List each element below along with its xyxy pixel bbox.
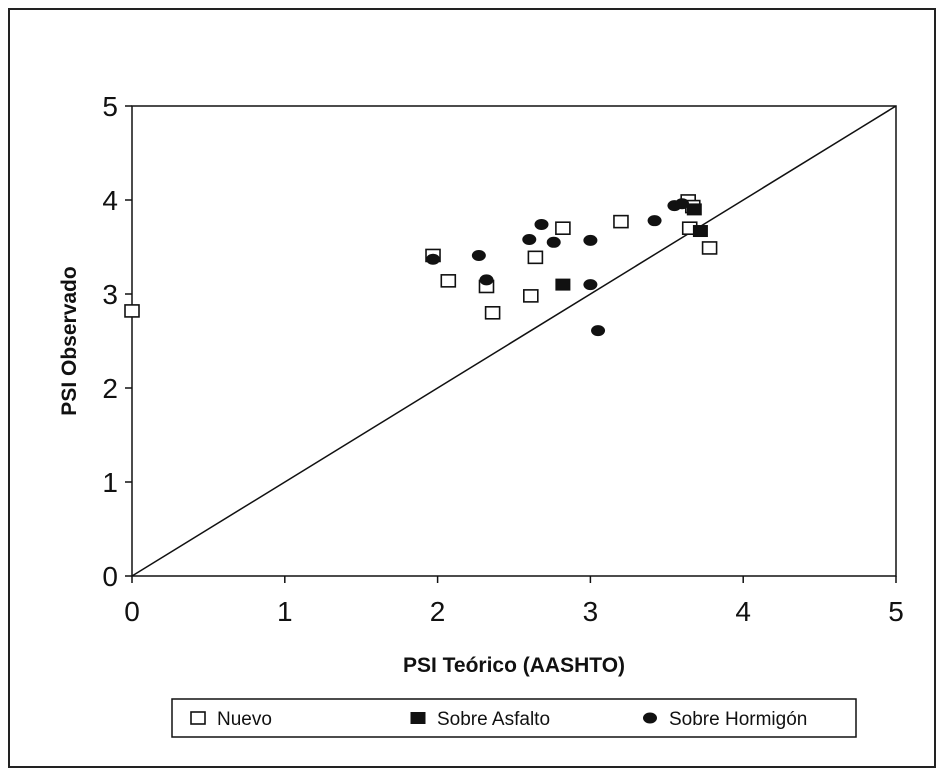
y-axis-title: PSI Observado — [58, 266, 81, 415]
x-tick-label: 0 — [124, 596, 140, 627]
y-tick-label: 2 — [102, 373, 118, 404]
data-point — [124, 304, 140, 318]
legend-items: Nuevo Sobre Asfalto Sobre Hormigón — [190, 709, 807, 730]
data-point — [479, 274, 494, 286]
data-point — [555, 278, 571, 291]
reference-line-group — [131, 105, 897, 577]
x-axis-title: PSI Teórico (AASHTO) — [403, 654, 625, 677]
legend-item: Nuevo — [190, 709, 272, 730]
x-tick-label: 5 — [888, 596, 904, 627]
y-tick-label: 1 — [102, 467, 118, 498]
x-tick-label: 2 — [430, 596, 446, 627]
data-point — [692, 225, 708, 238]
series-2 — [426, 198, 690, 337]
legend-marker — [410, 712, 426, 724]
data-point — [426, 253, 441, 265]
y-tick-label: 4 — [102, 185, 118, 216]
scatter-chart: 0 1 2 3 4 5 0 1 2 3 4 5 PSI Teórico (AASHTO) PSI O… — [58, 91, 904, 738]
data-point — [440, 274, 457, 288]
x-tick-label: 1 — [277, 596, 293, 627]
x-axis: 0 1 2 3 4 5 — [124, 576, 904, 627]
data-point — [591, 325, 606, 337]
data-point — [555, 221, 571, 235]
legend-label: Nuevo — [217, 709, 272, 730]
legend-item: Sobre Hormigón — [643, 709, 807, 730]
data-point — [613, 214, 629, 229]
data-point — [471, 249, 486, 261]
data-point — [675, 198, 690, 210]
data-point — [527, 250, 544, 265]
data-point — [534, 218, 549, 230]
x-tick-label: 3 — [583, 596, 599, 627]
legend-label: Sobre Asfalto — [437, 709, 550, 730]
y-tick-label: 0 — [102, 561, 118, 592]
legend-marker — [643, 712, 657, 724]
data-point — [647, 215, 662, 227]
chart-frame: 0 1 2 3 4 5 0 1 2 3 4 5 PSI Teórico (AASHTO) PSI O… — [8, 8, 936, 768]
legend-item: Sobre Asfalto — [410, 709, 550, 730]
y-tick-label: 5 — [102, 91, 118, 122]
data-points — [124, 194, 718, 337]
data-point — [701, 241, 718, 255]
reference-line — [131, 105, 897, 577]
y-axis: 0 1 2 3 4 5 — [102, 91, 132, 592]
data-point — [523, 289, 539, 303]
legend: Nuevo Sobre Asfalto Sobre Hormigón — [171, 698, 857, 738]
legend-box — [171, 698, 857, 738]
data-point — [583, 279, 598, 291]
data-point — [546, 236, 561, 248]
data-point — [484, 305, 501, 320]
x-tick-label: 4 — [735, 596, 751, 627]
legend-label: Sobre Hormigón — [669, 709, 807, 730]
data-point — [583, 234, 598, 246]
y-tick-label: 3 — [102, 279, 118, 310]
data-point — [522, 233, 537, 245]
series-1 — [555, 203, 708, 291]
legend-marker — [190, 711, 206, 725]
data-point — [686, 203, 702, 216]
